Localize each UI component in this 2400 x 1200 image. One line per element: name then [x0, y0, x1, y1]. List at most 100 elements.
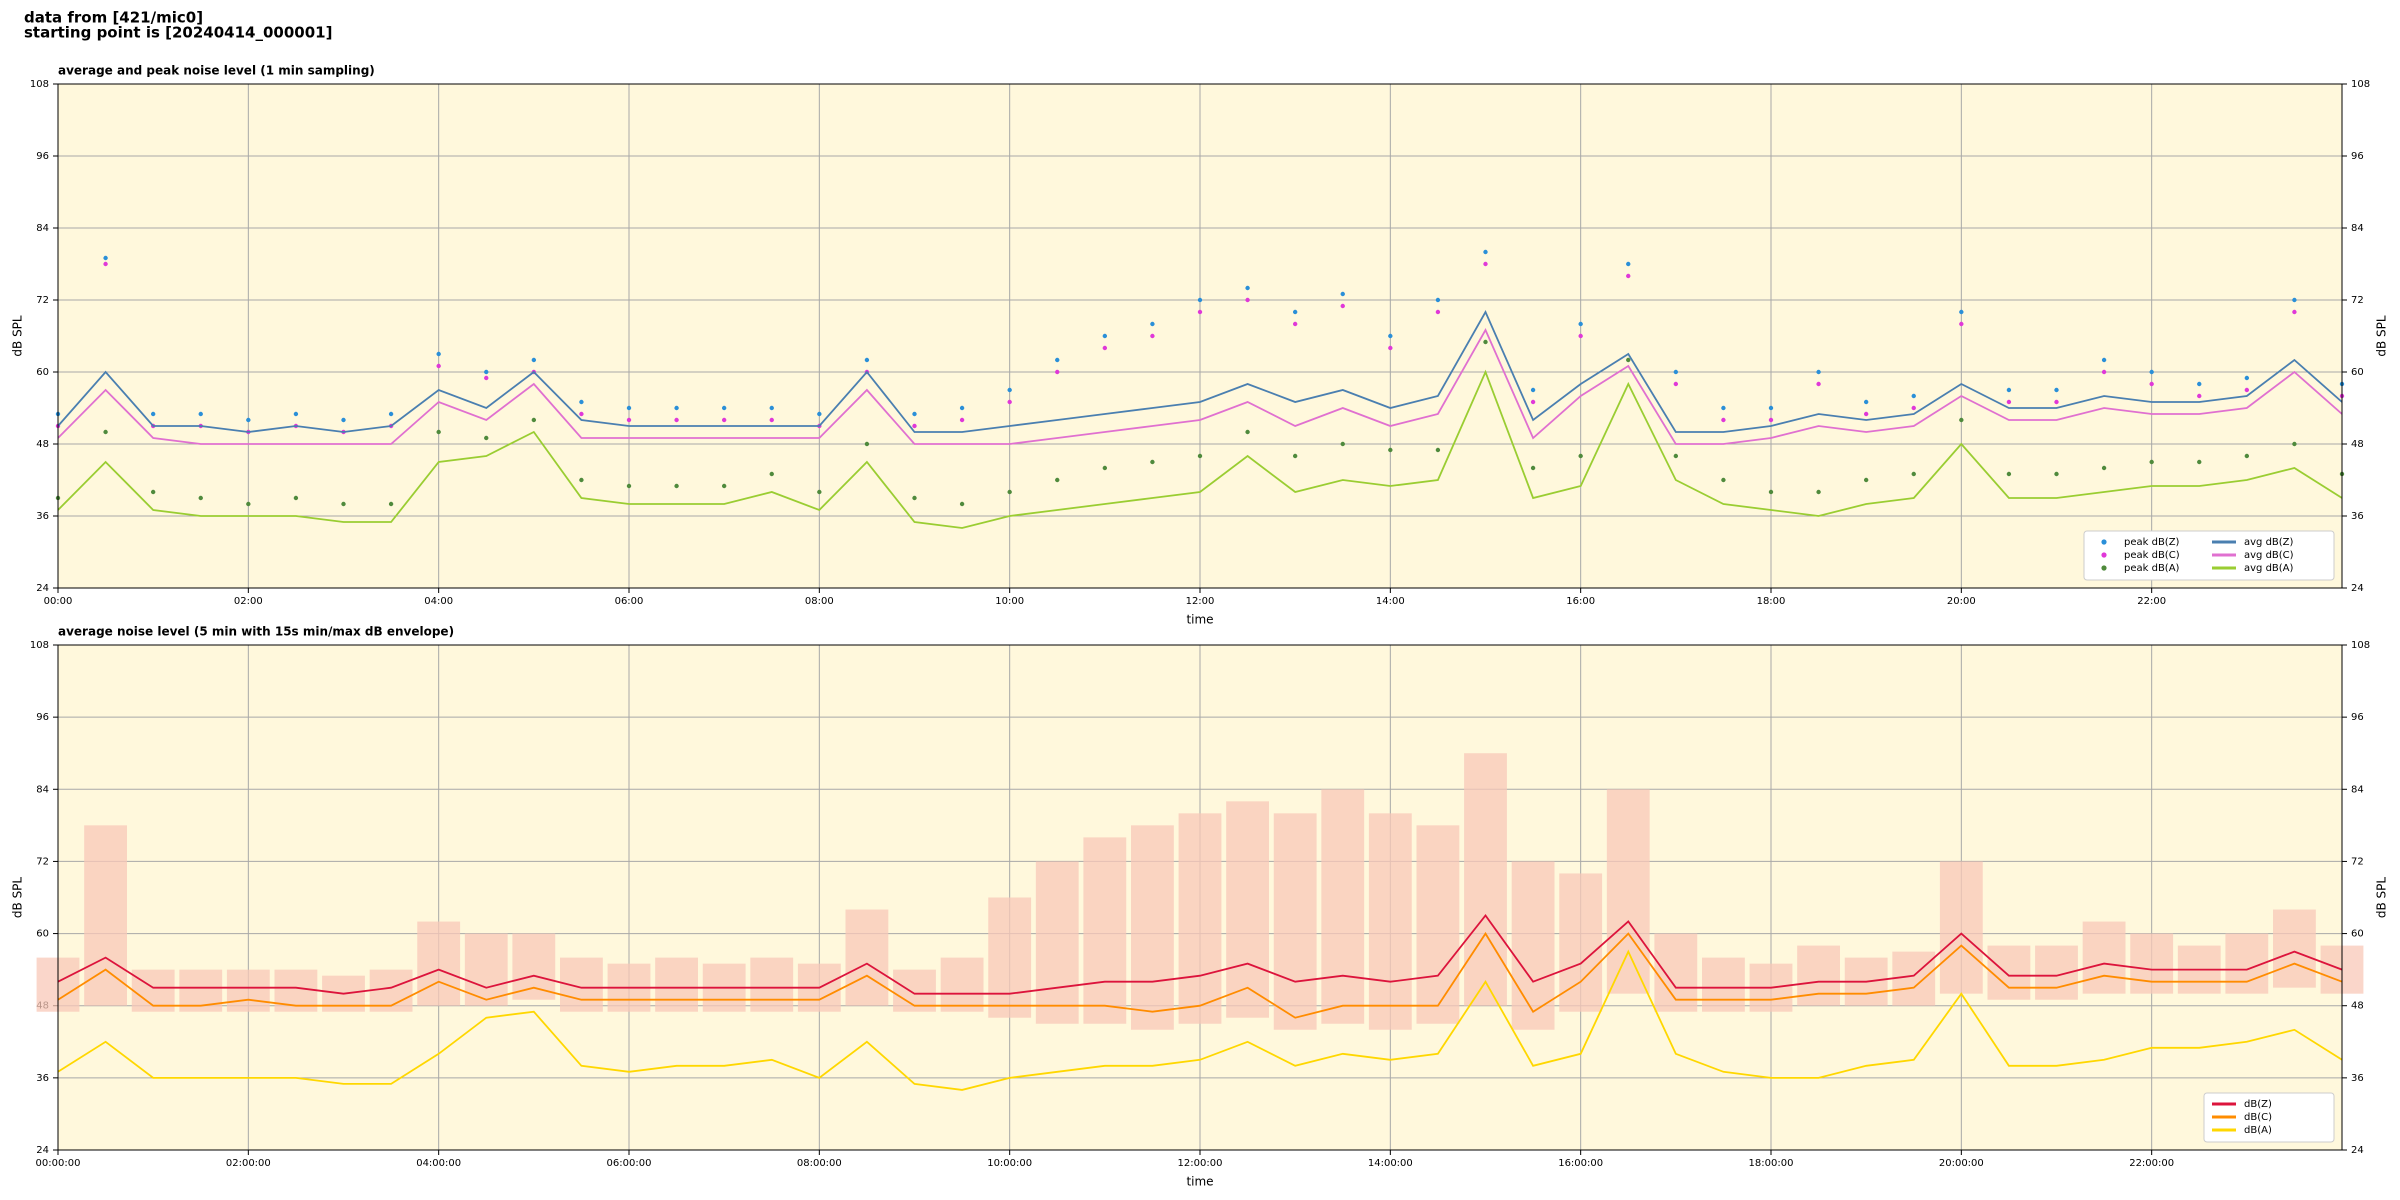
peak-dot — [579, 399, 584, 405]
peak-dot — [1673, 369, 1679, 375]
peak-dot — [1863, 399, 1869, 405]
legend — [2083, 530, 2335, 581]
peak-dot — [1721, 405, 1726, 411]
peak-dot — [2054, 471, 2059, 477]
envelope-band — [417, 921, 461, 1006]
series-line — [57, 931, 2343, 1019]
x-tick-label: 10:00 — [995, 596, 1024, 607]
peak-dot — [1102, 465, 1108, 471]
legend-swatch — [2101, 539, 2107, 545]
peak-dot — [2101, 465, 2107, 471]
peak-dot — [1911, 471, 1916, 477]
peak-dot — [2149, 369, 2154, 375]
y-tick-label: 24 — [36, 583, 49, 594]
peak-dot — [1768, 405, 1774, 411]
peak-dot — [1055, 369, 1060, 375]
envelope-band — [1035, 861, 1079, 1024]
peak-dot — [1578, 321, 1583, 327]
peak-dot — [150, 489, 156, 495]
envelope-band — [512, 933, 556, 1000]
y-tick-label: 96 — [2351, 712, 2364, 723]
series-line — [57, 309, 2343, 433]
peak-dot — [1007, 399, 1012, 405]
y-tick-label: 108 — [2351, 79, 2370, 90]
peak-dot — [2006, 399, 2012, 405]
peak-dot — [912, 423, 917, 429]
peak-dot — [817, 411, 822, 417]
peak-dot — [959, 417, 965, 423]
envelope-band — [988, 897, 1032, 1018]
peak-dot — [674, 483, 679, 489]
y-tick-label: 84 — [36, 784, 49, 795]
x-axis-label: time — [1186, 1175, 1213, 1189]
peak-dot — [1340, 441, 1345, 447]
series-line — [57, 327, 2343, 445]
peak-dot — [246, 501, 251, 507]
peak-dot — [388, 501, 394, 507]
peak-dot — [150, 411, 156, 417]
legend-label: dB(C) — [2244, 1112, 2272, 1123]
legend-swatch — [2101, 552, 2107, 558]
envelope-band — [1368, 813, 1412, 1030]
envelope-band — [84, 825, 127, 1006]
peak-dot — [341, 501, 346, 507]
legend-label: dB(Z) — [2244, 1099, 2272, 1110]
x-tick-label: 00:00 — [44, 596, 73, 607]
envelope-band — [1083, 837, 1127, 1024]
peak-dot — [531, 417, 537, 423]
peak-dot — [1245, 429, 1250, 435]
x-tick-label: 02:00:00 — [226, 1158, 271, 1169]
y-tick-label: 48 — [2351, 439, 2364, 450]
peak-dot — [579, 411, 584, 417]
peak-dot — [912, 411, 917, 417]
peak-dot — [1340, 303, 1345, 309]
peak-dot — [1197, 309, 1203, 315]
envelope-band — [1416, 825, 1460, 1024]
peak-dot — [2292, 309, 2297, 315]
envelope-band — [1226, 801, 1269, 1018]
peak-dot — [579, 477, 584, 483]
x-tick-label: 22:00 — [2137, 596, 2166, 607]
peak-dot — [2054, 387, 2059, 393]
peak-dot — [626, 417, 632, 423]
x-tick-label: 18:00:00 — [1749, 1158, 1794, 1169]
y-tick-label: 60 — [36, 929, 49, 940]
peak-dot — [1483, 339, 1488, 345]
plot-frame — [57, 644, 2343, 1151]
peak-dot — [1911, 393, 1916, 399]
y-tick-label: 24 — [2351, 1145, 2364, 1156]
peak-dot — [769, 417, 774, 423]
peak-dot — [1959, 309, 1964, 315]
legend-label: avg dB(C) — [2244, 550, 2294, 561]
peak-dot — [2244, 453, 2250, 459]
peak-dot — [1388, 447, 1393, 453]
y-tick-label: 72 — [2351, 295, 2364, 306]
x-tick-label: 12:00:00 — [1178, 1158, 1223, 1169]
header-line: data from [421/mic0] — [24, 9, 203, 27]
peak-dot — [626, 405, 632, 411]
peak-dot — [2244, 375, 2250, 381]
y-tick-label: 36 — [2351, 1073, 2364, 1084]
y-tick-label: 84 — [2351, 784, 2364, 795]
peak-dot — [1055, 477, 1060, 483]
peak-dot — [2292, 441, 2297, 447]
peak-dot — [484, 435, 489, 441]
envelope-band — [1511, 861, 1555, 1030]
y-tick-label: 24 — [36, 1145, 49, 1156]
peak-dot — [1292, 453, 1298, 459]
peak-dot — [1626, 357, 1631, 363]
y-tick-label: 108 — [2351, 640, 2370, 651]
peak-dot — [1435, 309, 1441, 315]
legend-swatch — [2101, 565, 2107, 571]
y-tick-label: 48 — [36, 439, 49, 450]
peak-dot — [2149, 381, 2154, 387]
peak-dot — [1245, 297, 1250, 303]
peak-dot — [1816, 369, 1821, 375]
peak-dot — [626, 483, 632, 489]
peak-dot — [1055, 357, 1060, 363]
peak-dot — [1483, 249, 1488, 255]
peak-dot — [246, 417, 251, 423]
peak-dot — [436, 429, 441, 435]
y-tick-label: 84 — [2351, 223, 2364, 234]
